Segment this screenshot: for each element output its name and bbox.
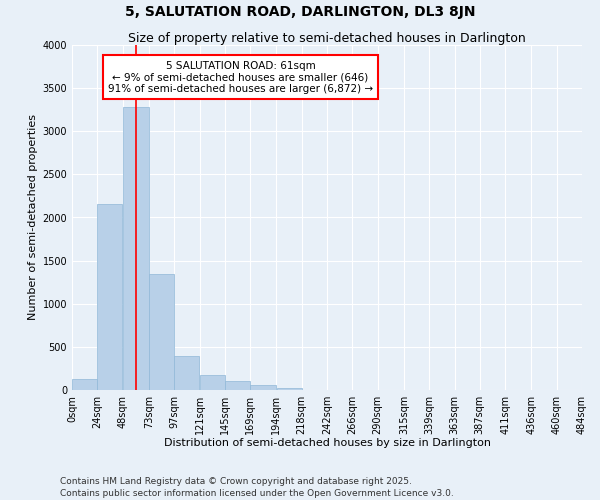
Bar: [72, 379, 97, 390]
X-axis label: Distribution of semi-detached houses by size in Darlington: Distribution of semi-detached houses by …: [163, 438, 491, 448]
Bar: [250, 386, 276, 390]
Y-axis label: Number of semi-detached properties: Number of semi-detached properties: [28, 114, 38, 320]
Bar: [123, 107, 149, 390]
Bar: [225, 382, 250, 390]
Bar: [175, 356, 199, 390]
Bar: [200, 375, 224, 390]
Title: Size of property relative to semi-detached houses in Darlington: Size of property relative to semi-detach…: [128, 32, 526, 45]
Text: 5, SALUTATION ROAD, DARLINGTON, DL3 8JN: 5, SALUTATION ROAD, DARLINGTON, DL3 8JN: [125, 5, 475, 19]
Bar: [277, 388, 302, 390]
Bar: [149, 274, 174, 390]
Bar: [97, 204, 122, 390]
Text: Contains HM Land Registry data © Crown copyright and database right 2025.
Contai: Contains HM Land Registry data © Crown c…: [60, 476, 454, 498]
Text: 5 SALUTATION ROAD: 61sqm
← 9% of semi-detached houses are smaller (646)
91% of s: 5 SALUTATION ROAD: 61sqm ← 9% of semi-de…: [108, 60, 373, 94]
